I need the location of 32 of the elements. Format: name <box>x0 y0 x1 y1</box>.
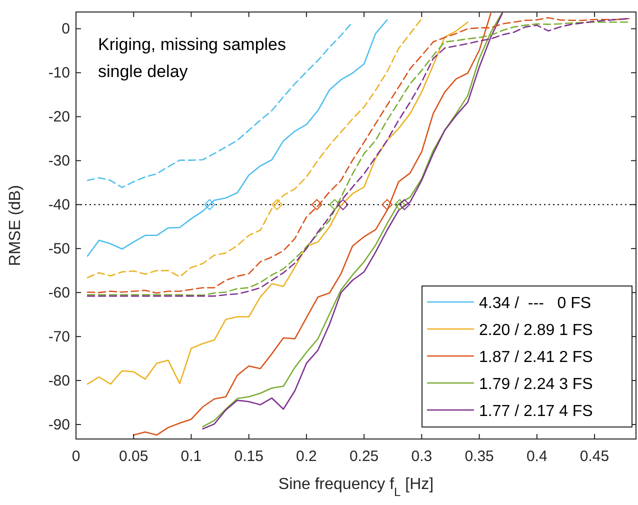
legend-label: 4.34 / --- 0 FS <box>479 295 592 312</box>
x-tick-label: 0.45 <box>580 448 610 465</box>
legend-label: 2.20 / 2.89 1 FS <box>479 322 593 339</box>
y-tick-label: -80 <box>48 372 70 390</box>
x-tick-label: 0.25 <box>349 448 379 465</box>
legend-label: 1.79 / 2.24 3 FS <box>479 376 593 393</box>
y-tick-label: -30 <box>48 152 70 170</box>
y-tick-label: -70 <box>48 328 70 346</box>
y-tick-label: -50 <box>48 240 70 258</box>
x-tick-label: 0.3 <box>411 448 432 465</box>
annotation: Kriging, missing samples single delay <box>98 35 286 81</box>
x-tick-label: 0.15 <box>234 448 264 465</box>
y-tick-label: -40 <box>48 196 70 214</box>
y-tick-label: -20 <box>48 108 70 126</box>
y-tick-label: -90 <box>48 416 70 434</box>
line-series <box>86 18 422 278</box>
legend-label: 1.77 / 2.17 4 FS <box>479 403 593 420</box>
legend-label: 1.87 / 2.41 2 FS <box>479 349 593 366</box>
x-tick-label: 0.1 <box>180 448 202 465</box>
line-series <box>86 19 388 257</box>
x-tick-label: 0 <box>72 448 80 465</box>
y-axis-title: RMSE (dB) <box>7 185 24 266</box>
x-tick-label: 0.05 <box>119 448 148 465</box>
x-axis-title: Sine frequency f$_{L}$ [Hz] <box>278 476 434 499</box>
y-tick-label: 0 <box>62 20 70 38</box>
x-tick-label: 0.2 <box>296 448 317 465</box>
line-series <box>86 21 468 385</box>
line-series <box>86 21 354 188</box>
y-tick-label: -10 <box>48 64 70 82</box>
x-tick-label: 0.4 <box>526 448 548 465</box>
x-tick-label: 0.35 <box>464 448 494 465</box>
y-tick-label: -60 <box>48 284 70 302</box>
